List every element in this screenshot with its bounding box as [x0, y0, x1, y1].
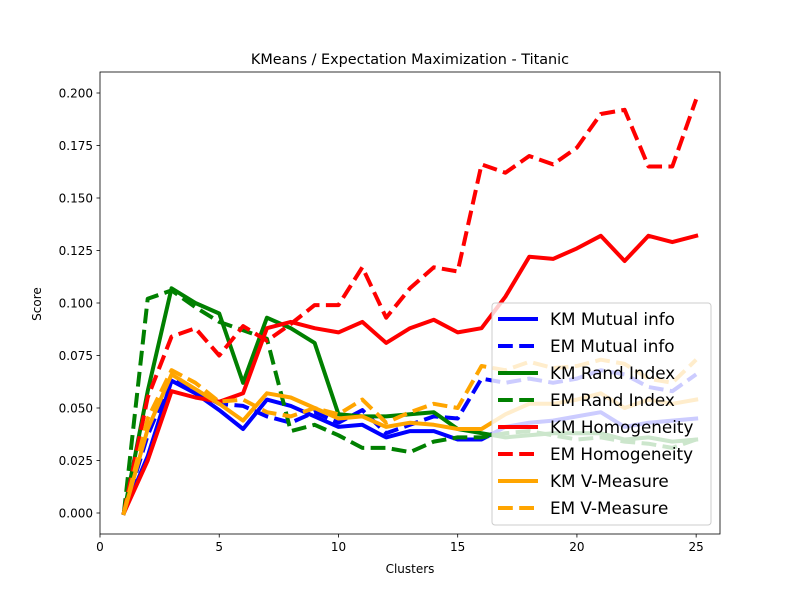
x-tick-label: 20	[569, 540, 584, 554]
x-tick-label: 0	[96, 540, 104, 554]
y-tick-label: 0.125	[59, 244, 93, 258]
y-tick-label: 0.025	[59, 454, 93, 468]
x-axis-title: Clusters	[386, 562, 435, 576]
y-tick-label: 0.000	[59, 506, 93, 520]
x-tick-label: 10	[331, 540, 346, 554]
y-tick-label: 0.200	[59, 86, 93, 100]
y-tick-label: 0.050	[59, 401, 93, 415]
legend-label: KM Mutual info	[550, 309, 675, 329]
legend-label: KM Homogeneity	[550, 417, 693, 437]
legend-label: EM V-Measure	[550, 498, 668, 518]
legend-label: EM Rand Index	[550, 390, 675, 410]
series-line-6	[121, 98, 699, 514]
legend-label: KM V-Measure	[550, 471, 669, 491]
legend-label: KM Rand Index	[550, 363, 675, 383]
legend-label: EM Mutual info	[550, 336, 675, 356]
x-tick-label: 25	[689, 540, 704, 554]
y-tick-label: 0.150	[59, 191, 93, 205]
legend: KM Mutual info EM Mutual info KM Rand Inde…	[491, 302, 712, 526]
chart-title: KMeans / Expectation Maximization - Tita…	[251, 52, 569, 68]
y-axis-title: Score	[30, 287, 44, 321]
x-tick-label: 5	[215, 540, 223, 554]
y-tick-label: 0.100	[59, 296, 93, 310]
y-tick-label: 0.075	[59, 349, 93, 363]
y-tick-label: 0.175	[59, 139, 93, 153]
legend-label: EM Homogeneity	[550, 444, 693, 464]
x-tick-label: 15	[450, 540, 465, 554]
legend-box	[491, 302, 712, 526]
